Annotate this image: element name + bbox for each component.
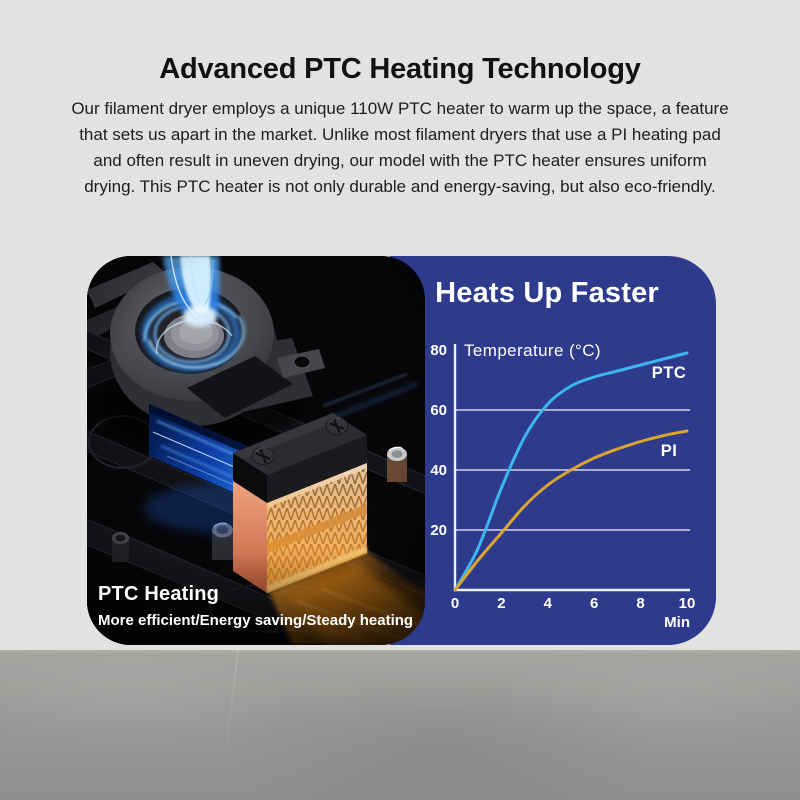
x-tick-2: 2 (497, 595, 505, 612)
description-line-1: Our filament dryer employs a unique 110W… (71, 99, 729, 118)
x-axis-title: Min (664, 614, 690, 631)
page-title: Advanced PTC Heating Technology (159, 53, 641, 85)
photo-caption-title: PTC Heating (98, 583, 220, 605)
photo-panel: PTC Heating More efficient/Energy saving… (87, 256, 425, 645)
series-label-pi: PI (661, 442, 678, 460)
x-tick-4: 4 (544, 595, 553, 612)
concrete-floor (0, 650, 800, 800)
ptc-heater-illustration (87, 256, 425, 645)
page-description: Our filament dryer employs a unique 110W… (0, 96, 800, 200)
y-tick-60: 60 (430, 402, 447, 419)
y-tick-80: 80 (430, 342, 447, 359)
x-tick-0: 0 (451, 595, 459, 612)
chart-panel: Heats Up Faster 20 40 60 80 0 2 4 6 8 10 Min Temper… (390, 256, 716, 645)
photo-caption-subtitle: More efficient/Energy saving/Steady heat… (98, 612, 414, 629)
y-axis-title: Temperature (°C) (464, 341, 601, 360)
floor-crack (218, 650, 240, 800)
x-tick-8: 8 (636, 595, 644, 612)
photo-caption: PTC Heating More efficient/Energy saving… (98, 583, 413, 629)
x-tick-10: 10 (679, 595, 696, 612)
series-line-ptc (453, 351, 689, 592)
y-tick-20: 20 (430, 522, 447, 539)
series-label-ptc: PTC (652, 364, 687, 382)
chart-panel-title: Heats Up Faster (435, 277, 659, 309)
caption-fade (87, 551, 425, 645)
description-line-4: drying. This PTC heater is not only dura… (84, 177, 716, 196)
header: Advanced PTC Heating Technology Our fila… (0, 0, 800, 200)
description-line-3: and often result in uneven drying, our m… (93, 151, 707, 170)
series-line-pi (453, 429, 689, 592)
y-tick-40: 40 (430, 462, 447, 479)
x-tick-6: 6 (590, 595, 598, 612)
temperature-chart: 20 40 60 80 0 2 4 6 8 10 Min Temperature (°C) PTC PI (430, 341, 696, 631)
description-line-2: that sets us apart in the market. Unlike… (79, 125, 721, 144)
